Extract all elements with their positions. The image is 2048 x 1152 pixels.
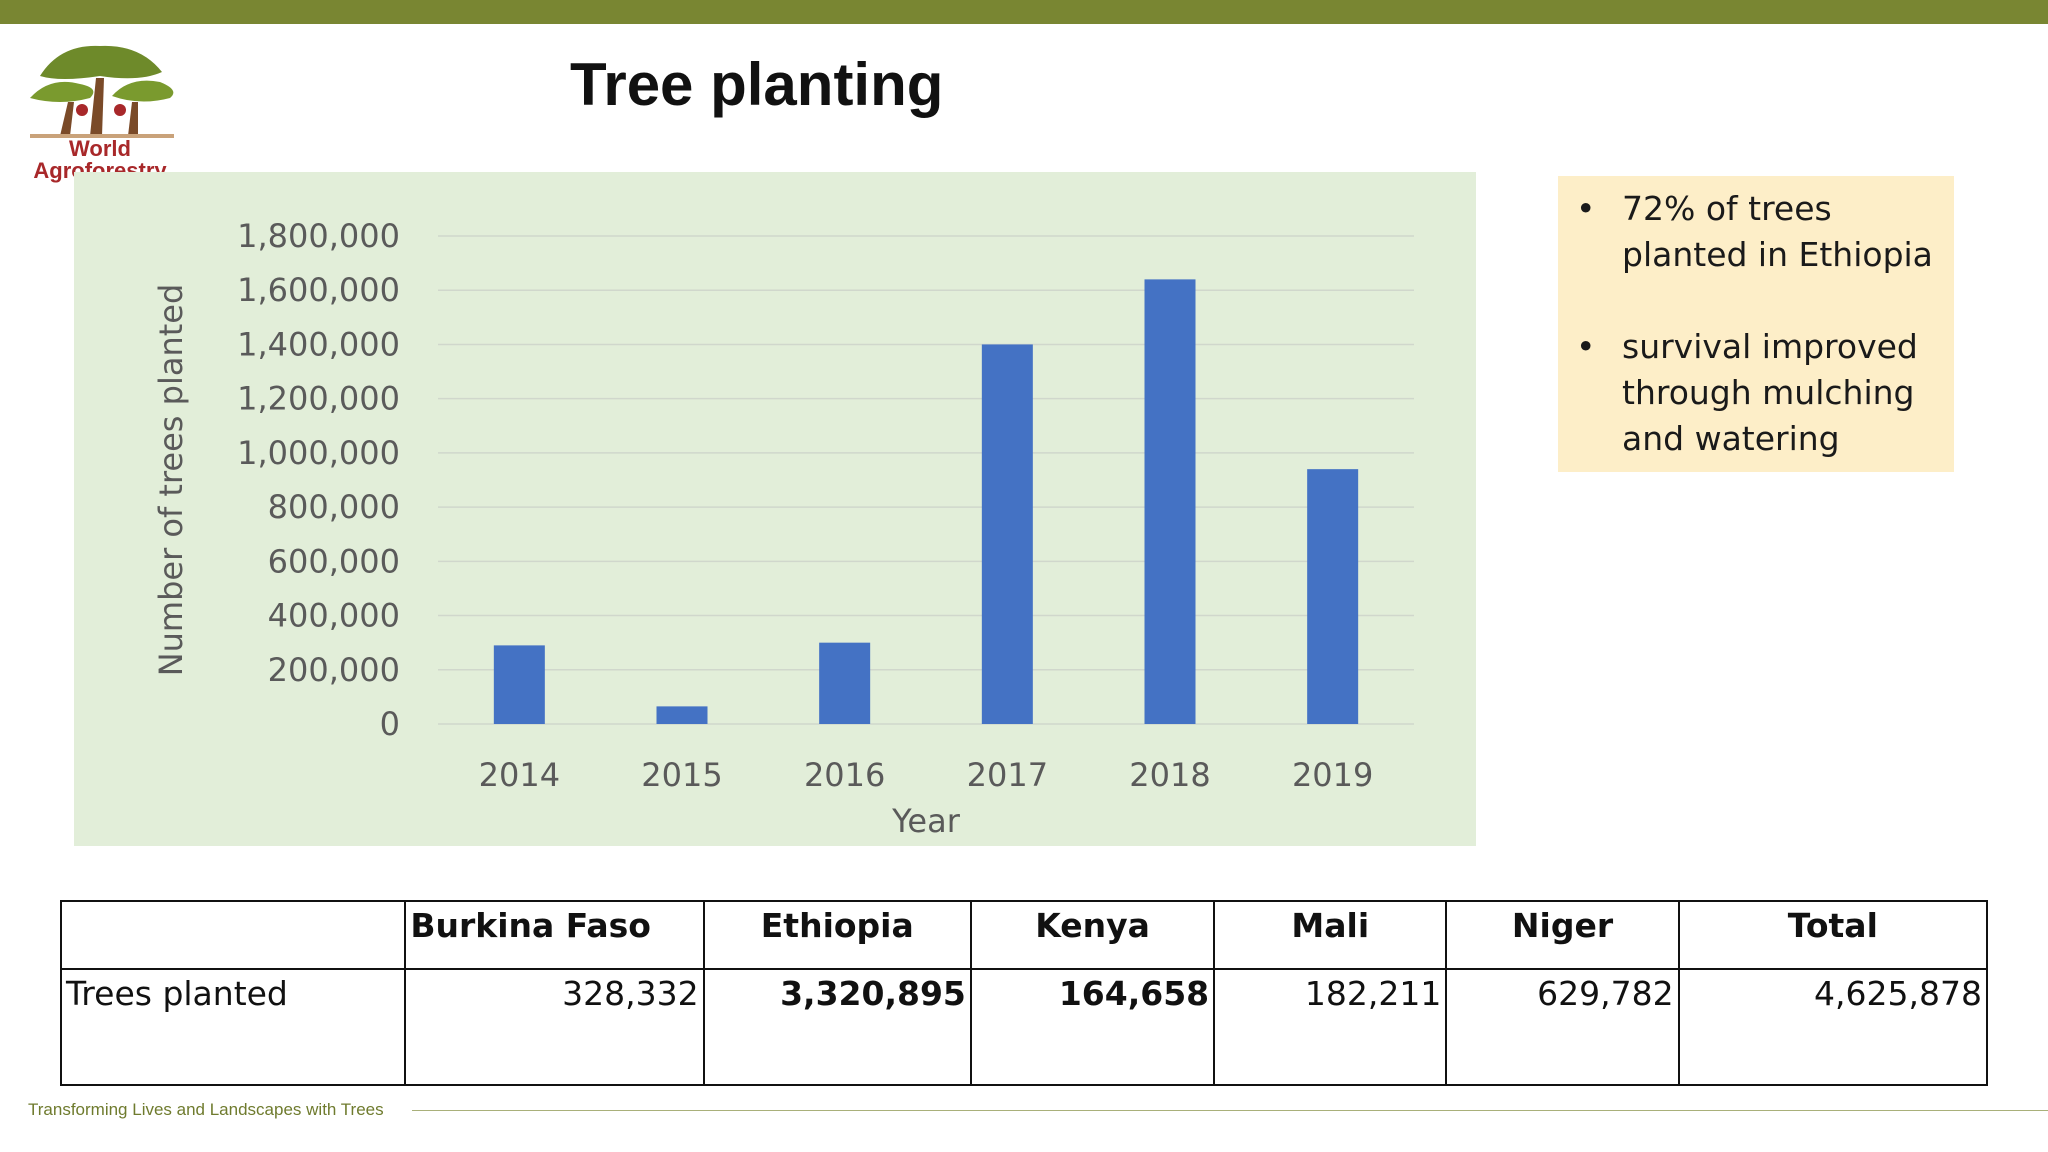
table-header-cell: Ethiopia <box>702 900 972 970</box>
y-axis-title: Number of trees planted <box>152 284 190 677</box>
x-tick-label: 2014 <box>479 756 560 794</box>
y-tick-label: 0 <box>380 705 400 743</box>
table-cell: 164,658 <box>969 968 1216 1086</box>
x-tick-label: 2016 <box>804 756 885 794</box>
table-header-cell: Mali <box>1213 900 1448 970</box>
bar <box>1144 279 1196 724</box>
trees-planted-table: Burkina Faso Ethiopia Kenya Mali Niger T… <box>59 900 1989 1086</box>
table-header-cell: Total <box>1677 900 1989 970</box>
table-header-row: Burkina Faso Ethiopia Kenya Mali Niger T… <box>59 900 1989 970</box>
table-header-cell: Burkina Faso <box>404 900 705 970</box>
x-tick-label: 2015 <box>641 756 722 794</box>
top-banner <box>0 0 2048 24</box>
table-cell: 4,625,878 <box>1677 968 1989 1086</box>
table-cell: 182,211 <box>1213 968 1448 1086</box>
bar <box>656 706 708 724</box>
tree-logo-icon <box>30 45 174 138</box>
note-text: survival improved through mulching and w… <box>1622 327 1918 458</box>
y-tick-label: 1,000,000 <box>237 434 400 472</box>
table-header-cell: Kenya <box>969 900 1216 970</box>
y-tick-label: 800,000 <box>268 488 400 526</box>
table-row: Trees planted 328,332 3,320,895 164,658 … <box>59 968 1989 1086</box>
x-axis-title: Year <box>891 802 961 840</box>
bar <box>493 645 545 724</box>
footer-tagline: Transforming Lives and Landscapes with T… <box>28 1100 384 1119</box>
world-agroforestry-logo: World Agroforestry <box>20 36 180 186</box>
notes-box: • 72% of trees planted in Ethiopia • sur… <box>1558 176 1954 472</box>
bar-chart-svg: 0 200,000 400,000 600,000 800,000 1,000,000 1,… <box>152 217 1414 840</box>
table-cell: 3,320,895 <box>702 968 972 1086</box>
y-tick-label: 400,000 <box>268 597 400 635</box>
bar <box>981 344 1033 724</box>
y-tick-label: 200,000 <box>268 651 400 689</box>
bar <box>1307 469 1359 724</box>
y-tick-label: 600,000 <box>268 542 400 580</box>
table-cell: 328,332 <box>404 968 705 1086</box>
table-cell: 629,782 <box>1445 968 1680 1086</box>
table-header-cell <box>59 900 407 970</box>
bullet-icon: • <box>1576 327 1596 366</box>
y-tick-label: 1,800,000 <box>237 217 400 255</box>
y-tick-label: 1,400,000 <box>237 325 400 363</box>
x-tick-label: 2018 <box>1129 756 1210 794</box>
x-tick-label: 2019 <box>1292 756 1373 794</box>
page-title: Tree planting <box>570 51 944 118</box>
bar <box>819 642 871 724</box>
bullet-icon: • <box>1576 189 1596 228</box>
y-tick-label: 1,600,000 <box>237 271 400 309</box>
table-row-label: Trees planted <box>59 968 407 1086</box>
bar-chart: 0 200,000 400,000 600,000 800,000 1,000,000 1,… <box>74 172 1476 846</box>
footer-divider <box>412 1110 2048 1111</box>
table-header-cell: Niger <box>1445 900 1680 970</box>
note-text: 72% of trees planted in Ethiopia <box>1622 189 1933 274</box>
y-tick-label: 1,200,000 <box>237 380 400 418</box>
x-tick-label: 2017 <box>967 756 1048 794</box>
